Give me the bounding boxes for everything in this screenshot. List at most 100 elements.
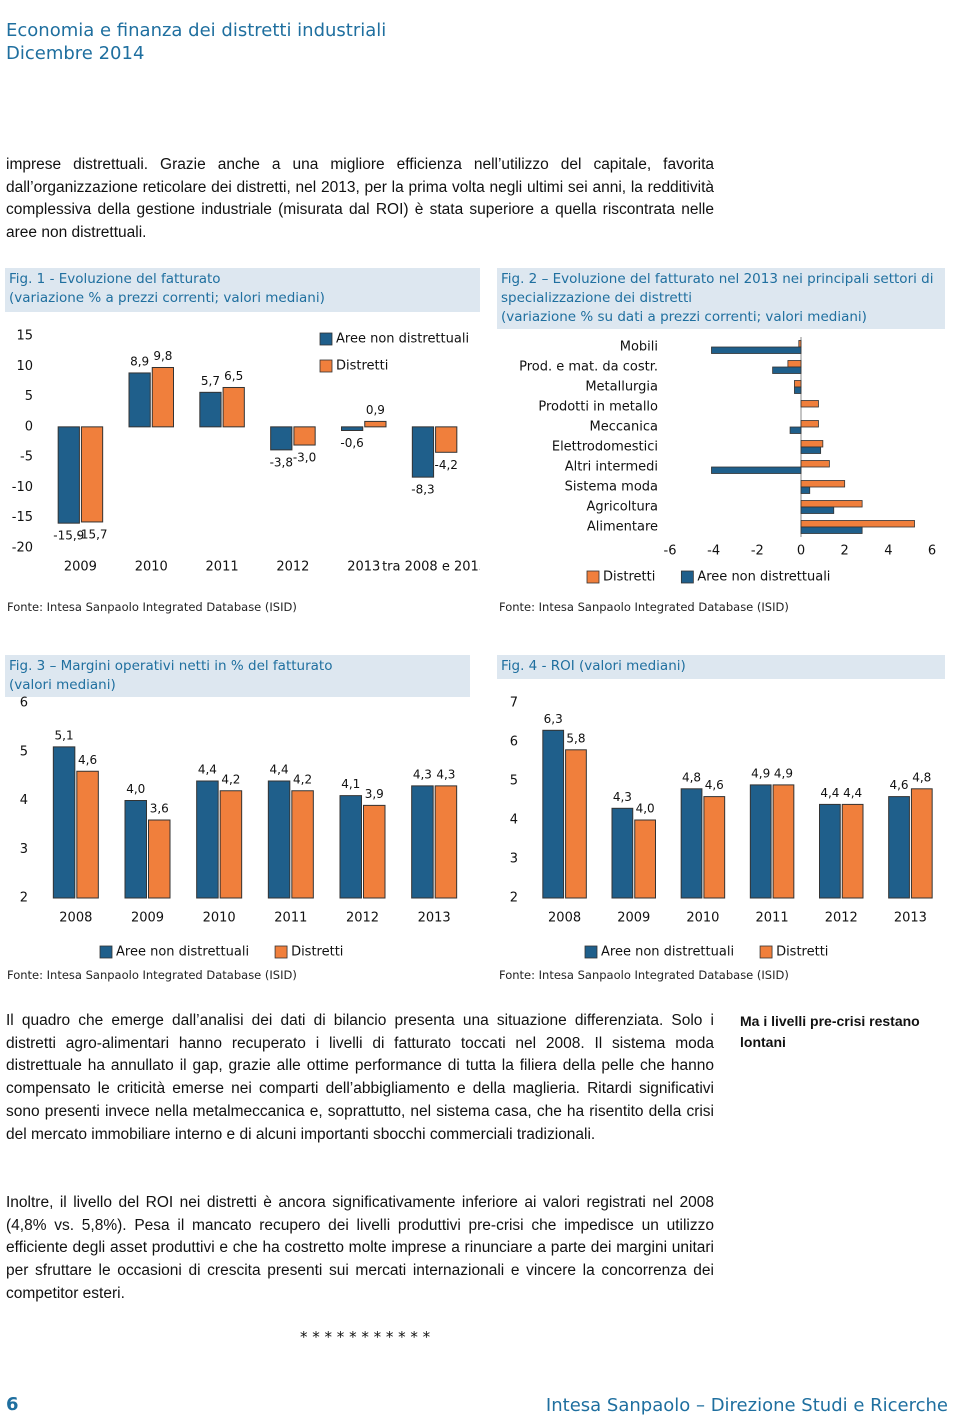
- value-label: 4,1: [341, 777, 360, 791]
- value-label: 4,3: [436, 767, 455, 781]
- x-tick-label: 2011: [274, 911, 307, 926]
- bar: [411, 426, 435, 478]
- paragraph: Il quadro che emerge dall’analisi dei da…: [6, 1012, 714, 1143]
- value-label: 4,9: [774, 766, 793, 780]
- x-tick-label: tra 2008 e 2013: [382, 560, 480, 575]
- bar: [800, 480, 846, 488]
- y-tick-label: 7: [510, 696, 518, 711]
- y-tick-label: 4: [20, 793, 28, 808]
- figure-source: Fonte: Intesa Sanpaolo Integrated Databa…: [7, 968, 297, 982]
- value-label: -3,8: [270, 455, 293, 469]
- value-label: 9,8: [153, 349, 172, 363]
- bar: [789, 426, 802, 434]
- value-label: 4,6: [78, 753, 97, 767]
- x-tick-label: 2011: [756, 911, 789, 926]
- x-tick-label: 2011: [206, 560, 239, 575]
- bar: [800, 400, 819, 408]
- bar: [565, 749, 587, 899]
- bar: [800, 486, 811, 494]
- y-tick-label: -20: [12, 541, 33, 556]
- figure-subtitle: (variazione % a prezzi correnti; valori …: [9, 290, 325, 306]
- bar: [711, 466, 802, 474]
- category-label: Metallurgia: [585, 380, 658, 395]
- legend-swatch: [759, 945, 773, 959]
- x-tick-label: 6: [928, 544, 936, 559]
- bar: [794, 380, 802, 388]
- figure-heading: Fig. 3 – Margini operativi netti in % de…: [5, 655, 470, 697]
- value-label: 4,0: [636, 802, 655, 816]
- category-label: Alimentare: [587, 520, 658, 535]
- legend-label: Distretti: [603, 570, 655, 585]
- value-label: 4,2: [221, 772, 240, 786]
- bar: [711, 346, 802, 354]
- bar: [270, 426, 293, 451]
- category-label: Elettrodomestici: [552, 440, 658, 455]
- bar: [910, 788, 933, 899]
- x-tick-label: 2013: [347, 560, 380, 575]
- x-tick-label: 2008: [59, 911, 92, 926]
- bar: [542, 729, 565, 899]
- x-tick-label: 2013: [894, 911, 927, 926]
- value-label: 4,6: [889, 778, 908, 792]
- value-label: 4,3: [613, 790, 632, 804]
- figure-heading: Fig. 4 - ROI (valori mediani): [497, 655, 945, 679]
- x-tick-label: 2013: [418, 911, 451, 926]
- x-tick-label: -2: [751, 544, 764, 559]
- legend-label: Aree non distrettuali: [116, 945, 249, 960]
- chart: -20 -15 -10 -5 0 5 10 15 2009 -15,9-15,7 2010 8,9 9,…: [12, 329, 480, 575]
- bar: [222, 386, 245, 428]
- value-label: 4,4: [198, 763, 217, 777]
- value-label: 6,5: [224, 369, 243, 383]
- bar: [339, 795, 362, 899]
- value-label: 4,4: [843, 786, 862, 800]
- legend-label: Aree non distrettuali: [697, 570, 830, 585]
- legend-label: Distretti: [336, 359, 388, 374]
- value-label: -0,6: [340, 436, 363, 450]
- value-label: 4,8: [912, 770, 931, 784]
- y-tick-label: -10: [12, 480, 33, 495]
- legend-swatch: [319, 359, 333, 373]
- bar: [749, 784, 772, 899]
- value-label: 6,3: [544, 712, 563, 726]
- bar: [841, 803, 864, 899]
- bar: [364, 420, 387, 428]
- bar: [76, 770, 99, 899]
- x-tick-label: -6: [664, 544, 677, 559]
- bar: [800, 526, 863, 534]
- paragraph: imprese distrettuali. Grazie anche a una…: [6, 156, 714, 242]
- x-tick-label: 2012: [276, 560, 309, 575]
- value-label: 5,7: [201, 374, 220, 388]
- legend-label: Aree non distrettuali: [601, 945, 734, 960]
- footer-publisher: Intesa Sanpaolo – Direzione Studi e Rice…: [545, 1395, 948, 1416]
- category-label: Mobili: [620, 340, 658, 355]
- value-label: -4,2: [434, 458, 457, 472]
- y-tick-label: 3: [20, 842, 28, 857]
- bar: [703, 796, 726, 899]
- y-tick-label: 4: [510, 813, 518, 828]
- x-tick-label: 2: [841, 544, 849, 559]
- y-tick-label: 15: [16, 329, 33, 344]
- bar: [341, 426, 364, 431]
- category-label: Agricoltura: [587, 500, 658, 515]
- value-label: -15,7: [77, 527, 108, 541]
- side-note: Ma i livelli pre-crisi restano lontani: [740, 1013, 920, 1050]
- bar: [800, 440, 824, 448]
- bar: [819, 803, 841, 899]
- bar: [128, 372, 151, 428]
- x-tick-label: 2010: [686, 911, 719, 926]
- bar: [293, 426, 316, 446]
- value-label: 5,8: [566, 731, 585, 745]
- bar: [772, 784, 795, 899]
- x-tick-label: 2010: [203, 911, 236, 926]
- figure-source: Fonte: Intesa Sanpaolo Integrated Databa…: [499, 968, 789, 982]
- value-label: 4,2: [293, 772, 312, 786]
- category-label: Altri intermedi: [565, 460, 658, 475]
- separator: * * * * * * * * * * *: [300, 1328, 431, 1346]
- bar: [291, 790, 314, 899]
- y-tick-label: 10: [16, 359, 33, 374]
- bar: [196, 780, 219, 899]
- x-tick-label: 2012: [346, 911, 379, 926]
- y-tick-label: -5: [20, 450, 33, 465]
- figure-heading: Fig. 1 - Evoluzione del fatturato (variaz…: [5, 268, 480, 312]
